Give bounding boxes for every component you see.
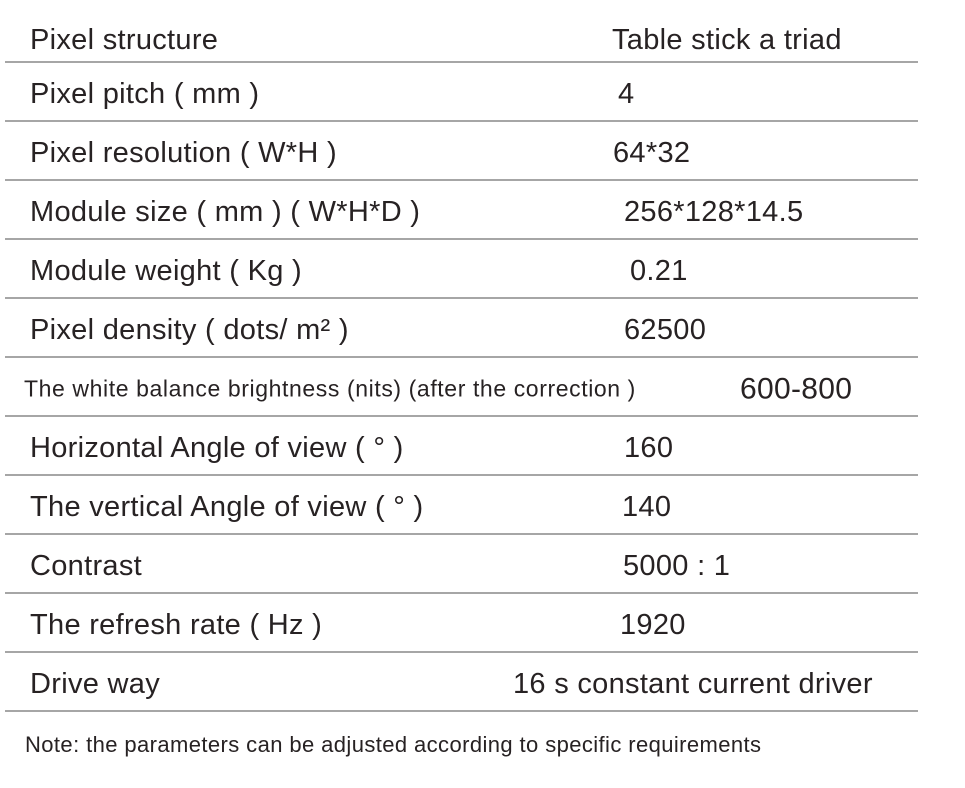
spec-row-horizontal-angle: Horizontal Angle of view ( ° ) 160	[0, 417, 965, 476]
note-text: Note: the parameters can be adjusted acc…	[25, 732, 762, 757]
spec-row-refresh-rate: The refresh rate ( Hz ) 1920	[0, 594, 965, 653]
spec-value: 64*32	[613, 136, 691, 169]
spec-label: Pixel resolution ( W*H )	[30, 136, 337, 169]
spec-label: Module size ( mm ) ( W*H*D )	[30, 195, 421, 228]
spec-value: 5000 : 1	[623, 549, 731, 582]
spec-label: Contrast	[30, 549, 142, 582]
spec-value: 140	[622, 490, 672, 523]
spec-row-pixel-pitch: Pixel pitch ( mm ) 4	[0, 63, 965, 122]
spec-row-module-size: Module size ( mm ) ( W*H*D ) 256*128*14.…	[0, 181, 965, 240]
spec-value: 16 s constant current driver	[513, 667, 873, 700]
spec-value: 0.21	[630, 254, 688, 287]
spec-label: The vertical Angle of view ( ° )	[30, 490, 424, 523]
spec-value: 160	[624, 431, 674, 464]
spec-table: Pixel structure Table stick a triad Pixe…	[0, 14, 965, 712]
spec-row-module-weight: Module weight ( Kg ) 0.21	[0, 240, 965, 299]
spec-value: Table stick a triad	[612, 23, 842, 56]
spec-label: Module weight ( Kg )	[30, 254, 302, 287]
spec-row-pixel-density: Pixel density ( dots/ m² ) 62500	[0, 299, 965, 358]
spec-label: Horizontal Angle of view ( ° )	[30, 431, 404, 464]
spec-row-vertical-angle: The vertical Angle of view ( ° ) 140	[0, 476, 965, 535]
spec-value: 256*128*14.5	[624, 195, 804, 228]
spec-row-contrast: Contrast 5000 : 1	[0, 535, 965, 594]
spec-label: Pixel density ( dots/ m² )	[30, 313, 349, 346]
spec-label: Pixel structure	[30, 23, 219, 56]
spec-label: Pixel pitch ( mm )	[30, 77, 260, 110]
spec-row-pixel-resolution: Pixel resolution ( W*H ) 64*32	[0, 122, 965, 181]
spec-label: The refresh rate ( Hz )	[30, 608, 323, 641]
spec-value: 1920	[620, 608, 686, 641]
spec-row-pixel-structure: Pixel structure Table stick a triad	[0, 14, 965, 63]
spec-value: 4	[618, 77, 635, 110]
spec-label: Drive way	[30, 667, 160, 700]
spec-row-white-balance-brightness: The white balance brightness (nits) (aft…	[0, 358, 965, 417]
spec-value: 62500	[624, 313, 707, 346]
spec-value: 600-800	[740, 371, 853, 405]
spec-label: The white balance brightness (nits) (aft…	[24, 375, 636, 402]
spec-row-drive-way: Drive way 16 s constant current driver	[0, 653, 965, 712]
